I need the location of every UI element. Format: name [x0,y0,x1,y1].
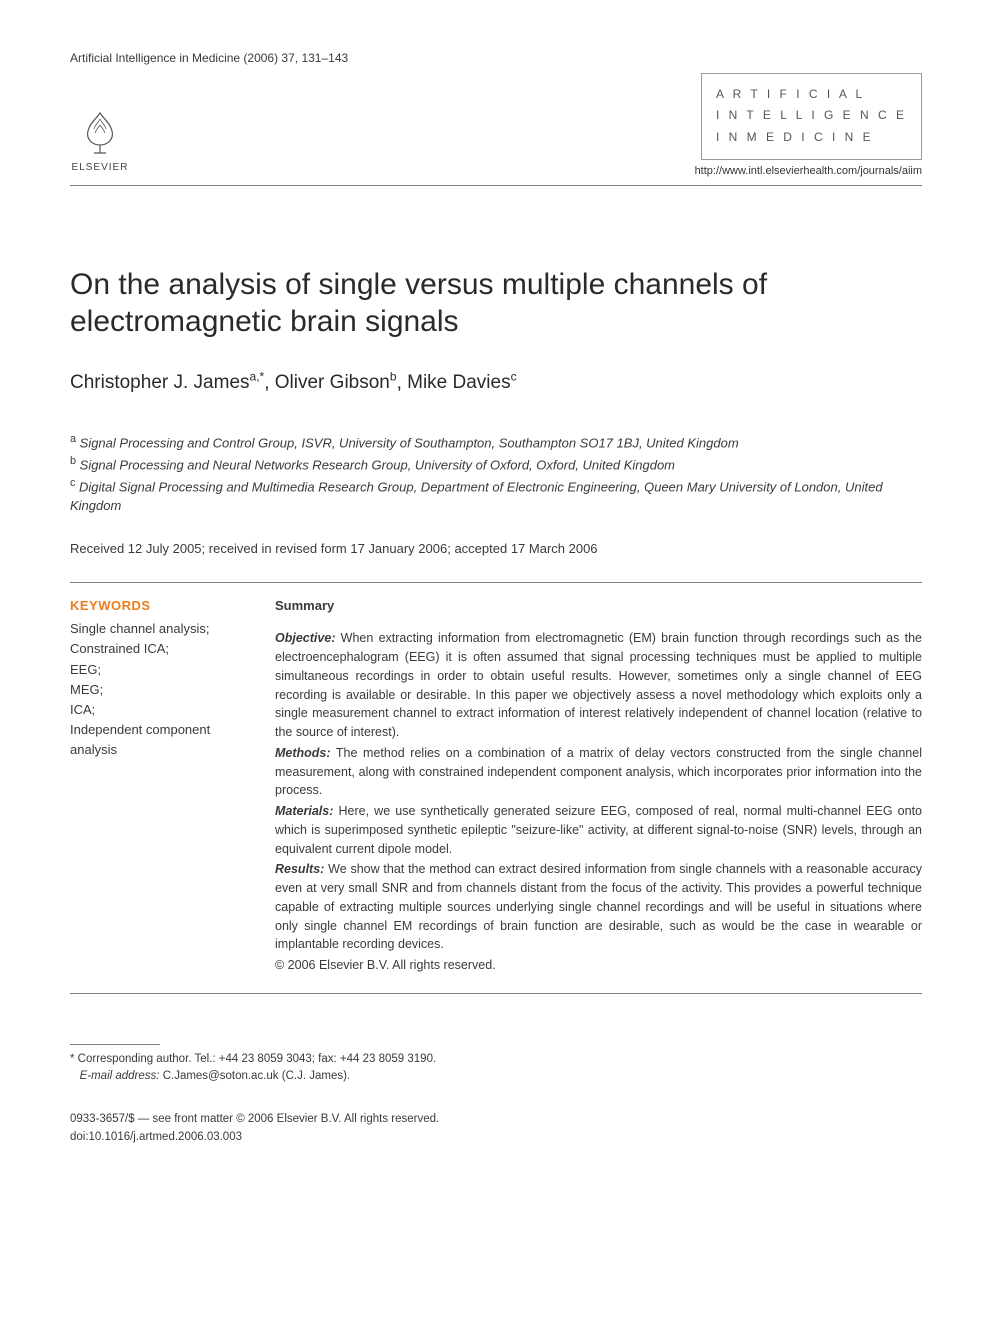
corr-email-suffix: (C.J. James). [282,1070,350,1082]
author: Mike Daviesc [407,372,516,393]
affiliation: b Signal Processing and Neural Networks … [70,453,922,475]
summary-section: Methods: The method relies on a combinat… [275,744,922,800]
keyword-item: EEG; [70,660,245,680]
affiliation: c Digital Signal Processing and Multimed… [70,475,922,516]
summary-section: Materials: Here, we use synthetically ge… [275,802,922,858]
email-label: E-mail address: [80,1070,160,1082]
summary-column: Summary Objective: When extracting infor… [275,597,922,977]
footnote-separator [70,1044,160,1045]
journal-name-line: I N M E D I C I N E [716,127,907,149]
author: Christopher J. Jamesa,* [70,372,264,393]
article-dates: Received 12 July 2005; received in revis… [70,540,922,558]
journal-reference: Artificial Intelligence in Medicine (200… [70,50,348,67]
summary-heading: Summary [275,597,922,615]
abstract-block: KEYWORDS Single channel analysis;Constra… [70,582,922,994]
journal-title-box: A R T I F I C I A L I N T E L L I G E N … [695,73,922,179]
corr-author-line: * Corresponding author. Tel.: +44 23 805… [70,1051,922,1068]
corr-email[interactable]: C.James@soton.ac.uk [163,1070,279,1082]
keyword-item: Constrained ICA; [70,639,245,659]
journal-name-line: A R T I F I C I A L [716,84,907,106]
issn-line: 0933-3657/$ — see front matter © 2006 El… [70,1111,922,1128]
corresponding-author-footnote: * Corresponding author. Tel.: +44 23 805… [70,1051,922,1086]
keyword-item: Single channel analysis; [70,619,245,639]
affiliation: a Signal Processing and Control Group, I… [70,431,922,453]
summary-copyright: © 2006 Elsevier B.V. All rights reserved… [275,956,922,975]
keywords-heading: KEYWORDS [70,597,245,615]
header-logo-row: ELSEVIER A R T I F I C I A L I N T E L L… [70,73,922,186]
publisher-logo: ELSEVIER [70,109,130,179]
article-title: On the analysis of single versus multipl… [70,266,922,341]
elsevier-tree-icon [76,109,124,157]
summary-section: Objective: When extracting information f… [275,629,922,742]
keyword-item: Independent component analysis [70,720,245,760]
author-list: Christopher J. Jamesa,*, Oliver Gibsonb,… [70,369,922,397]
keywords-column: KEYWORDS Single channel analysis;Constra… [70,597,245,977]
keyword-item: ICA; [70,700,245,720]
summary-section: Results: We show that the method can ext… [275,860,922,954]
keywords-list: Single channel analysis;Constrained ICA;… [70,619,245,760]
footer-copyright: 0933-3657/$ — see front matter © 2006 El… [70,1111,922,1146]
journal-name-line: I N T E L L I G E N C E [716,105,907,127]
author: Oliver Gibsonb [275,372,397,393]
keyword-item: MEG; [70,680,245,700]
publisher-name: ELSEVIER [72,161,129,175]
doi-line: doi:10.1016/j.artmed.2006.03.003 [70,1129,922,1146]
journal-url[interactable]: http://www.intl.elsevierhealth.com/journ… [695,164,922,179]
affiliations: a Signal Processing and Control Group, I… [70,431,922,516]
